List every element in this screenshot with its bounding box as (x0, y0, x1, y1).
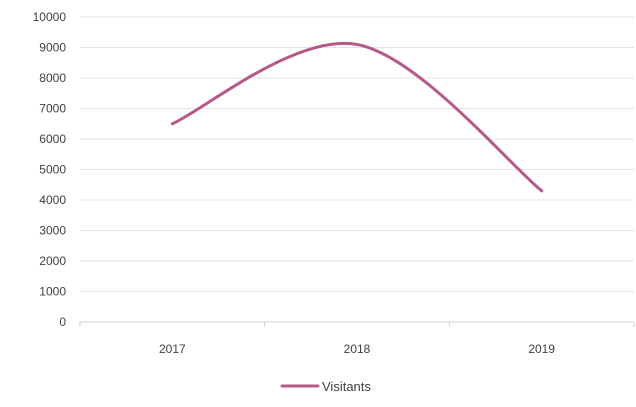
legend-label: Visitants (322, 379, 371, 394)
y-tick-label: 0 (59, 315, 66, 329)
y-tick-label: 10000 (33, 10, 67, 24)
y-tick-label: 2000 (39, 254, 66, 268)
x-tick-label: 2018 (344, 342, 371, 356)
axis-layer: 0 1000 2000 3000 4000 5000 6000 7000 8000 9000 100… (33, 10, 634, 356)
y-tick-label: 3000 (39, 224, 66, 238)
y-tick-label: 6000 (39, 132, 66, 146)
legend: Visitants (282, 379, 371, 394)
series-line-visitants (172, 43, 541, 191)
y-tick-label: 5000 (39, 163, 66, 177)
grid-layer (80, 17, 634, 292)
x-tick-label: 2019 (528, 342, 555, 356)
y-tick-label: 9000 (39, 41, 66, 55)
y-tick-label: 4000 (39, 193, 66, 207)
series-layer (172, 43, 542, 191)
y-tick-label: 8000 (39, 71, 66, 85)
y-tick-label: 1000 (39, 285, 66, 299)
y-tick-label: 7000 (39, 102, 66, 116)
x-tick-label: 2017 (159, 342, 186, 356)
